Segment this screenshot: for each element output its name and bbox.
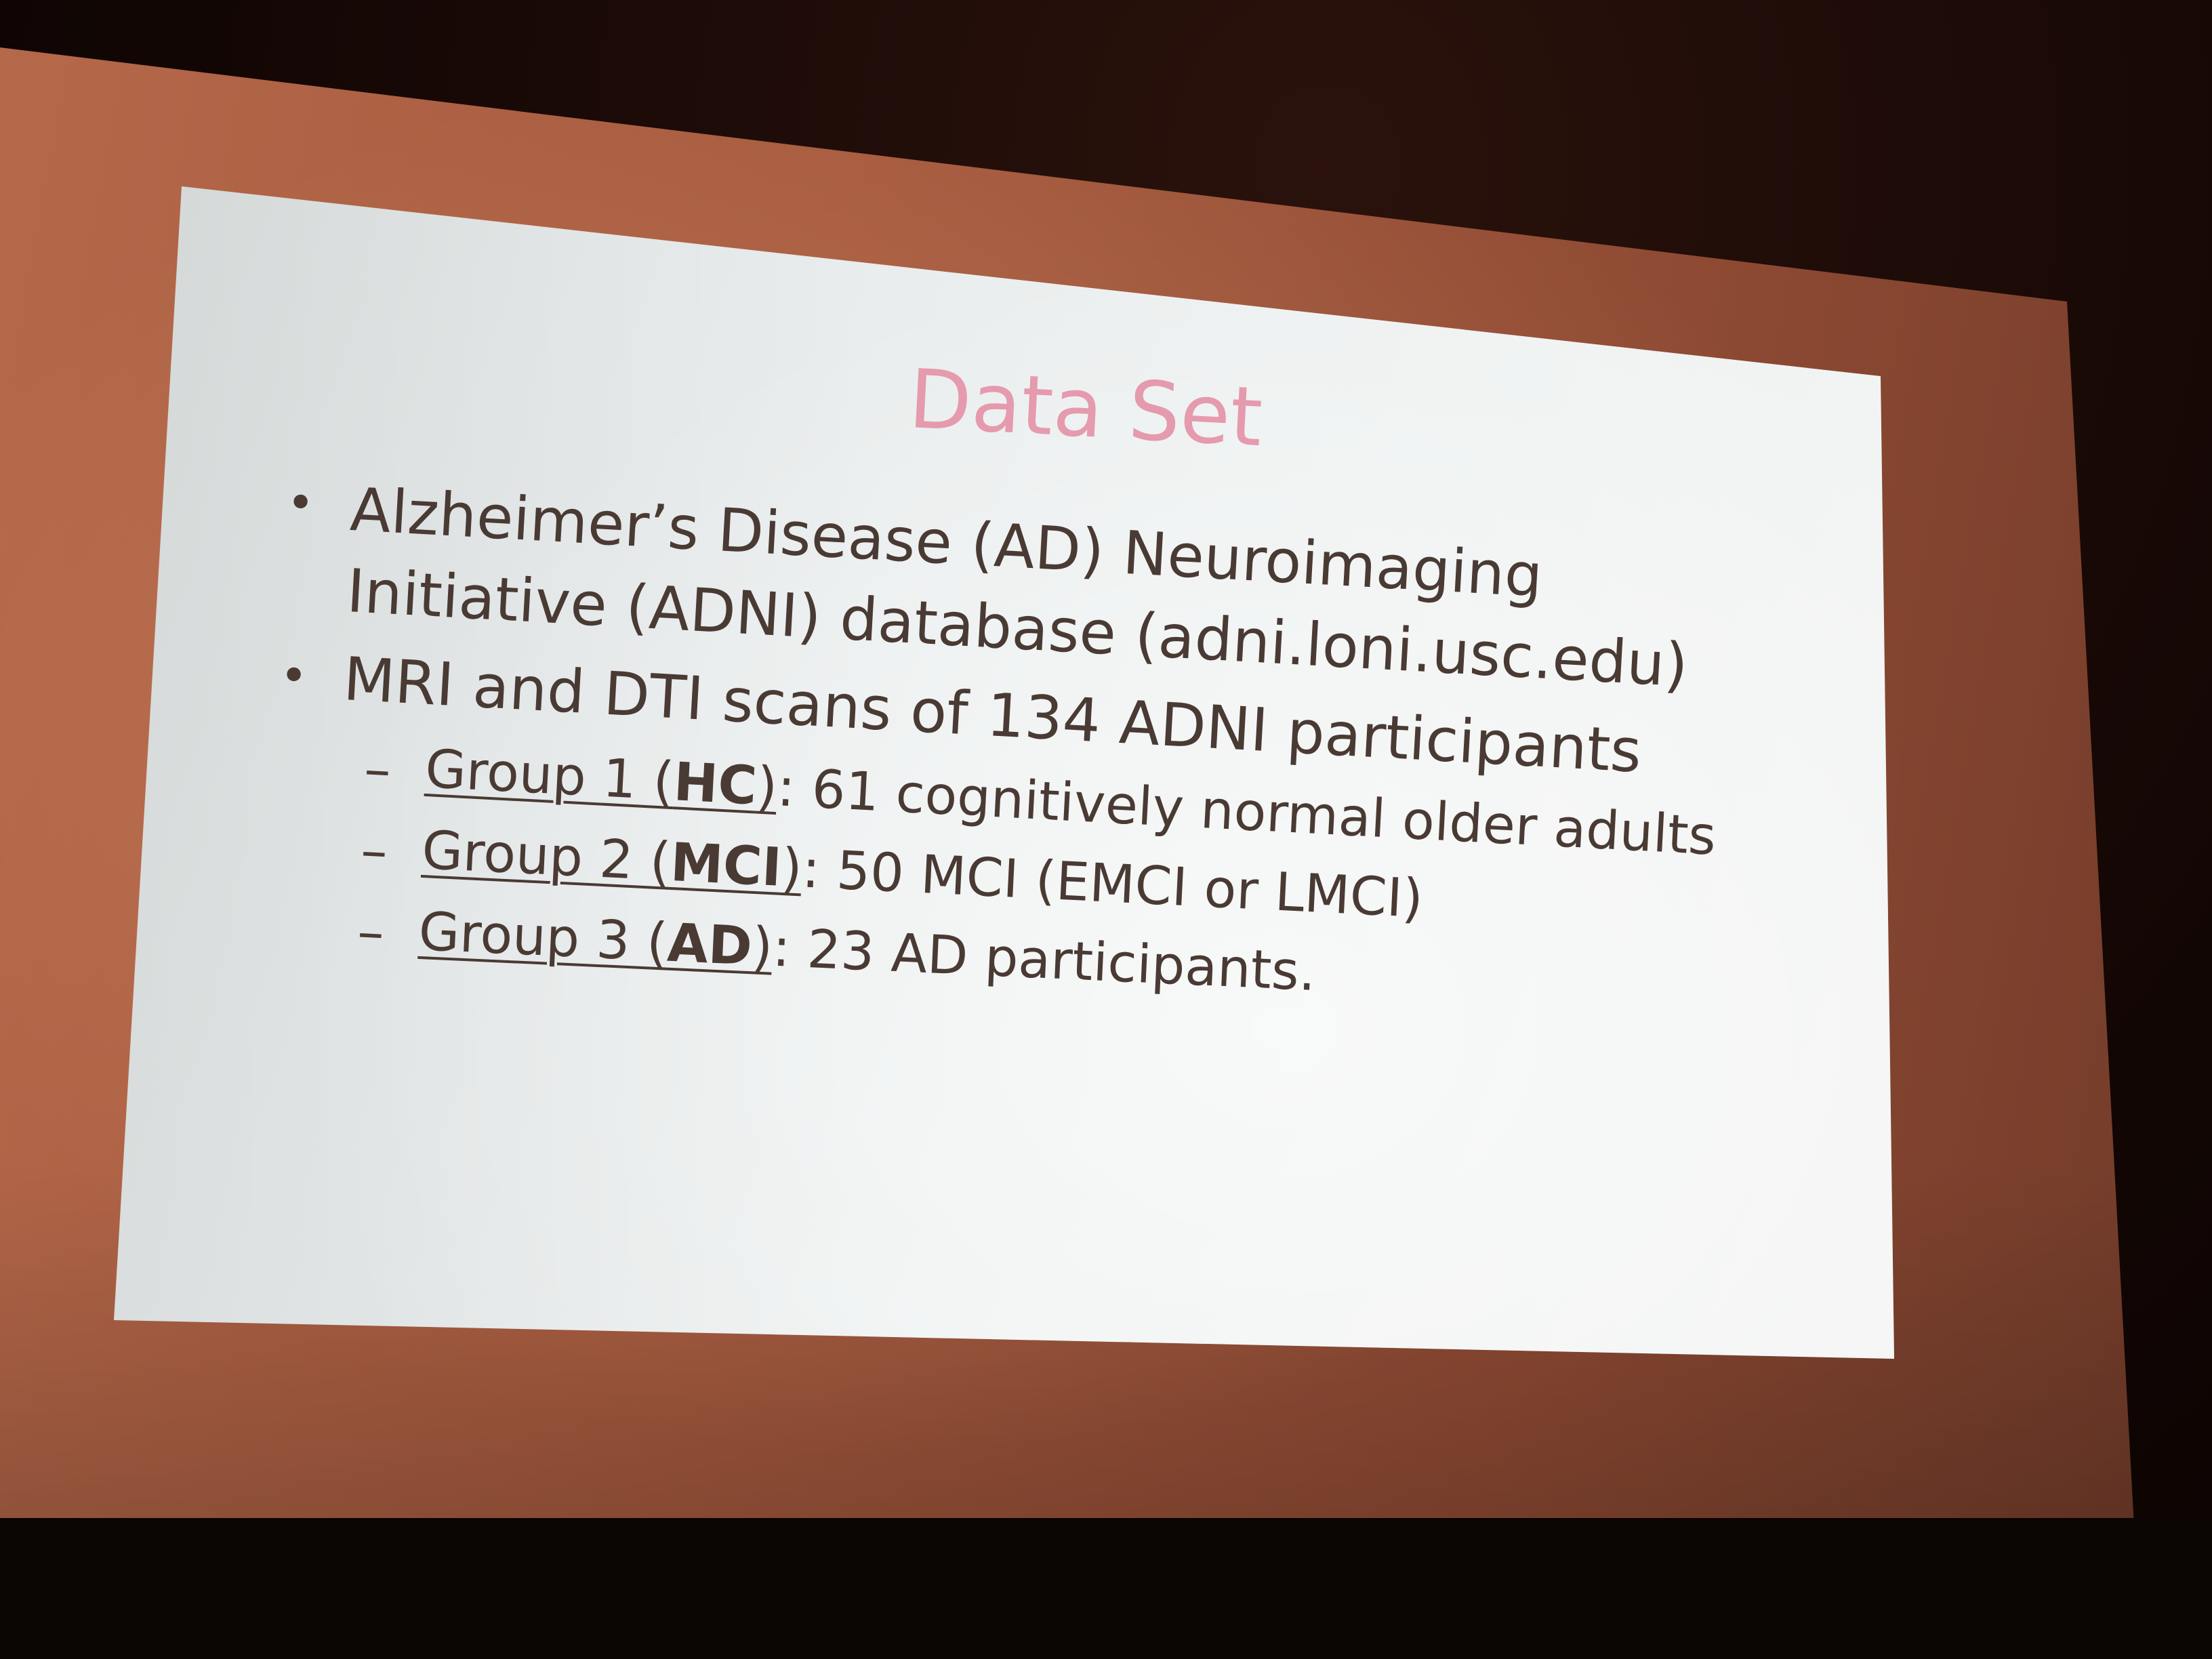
bullet-dot-icon: • (278, 647, 310, 705)
dash-icon: – (363, 739, 392, 801)
slide-title: Data Set (906, 352, 1265, 466)
bullet-dot-icon: • (285, 474, 316, 532)
dash-icon: – (356, 901, 386, 964)
dash-icon: – (359, 820, 389, 882)
group-1-label: Group 1 (HC) (424, 739, 779, 819)
group-3-label: Group 3 (AD) (417, 901, 775, 979)
dark-floor-area (0, 1518, 2212, 1659)
group-3-desc: : 23 AD participants. (771, 917, 1317, 1004)
group-2-label: Group 2 (MCI) (420, 820, 804, 900)
group-2-desc: : 50 MCI (EMCI or LMCI) (800, 838, 1425, 930)
